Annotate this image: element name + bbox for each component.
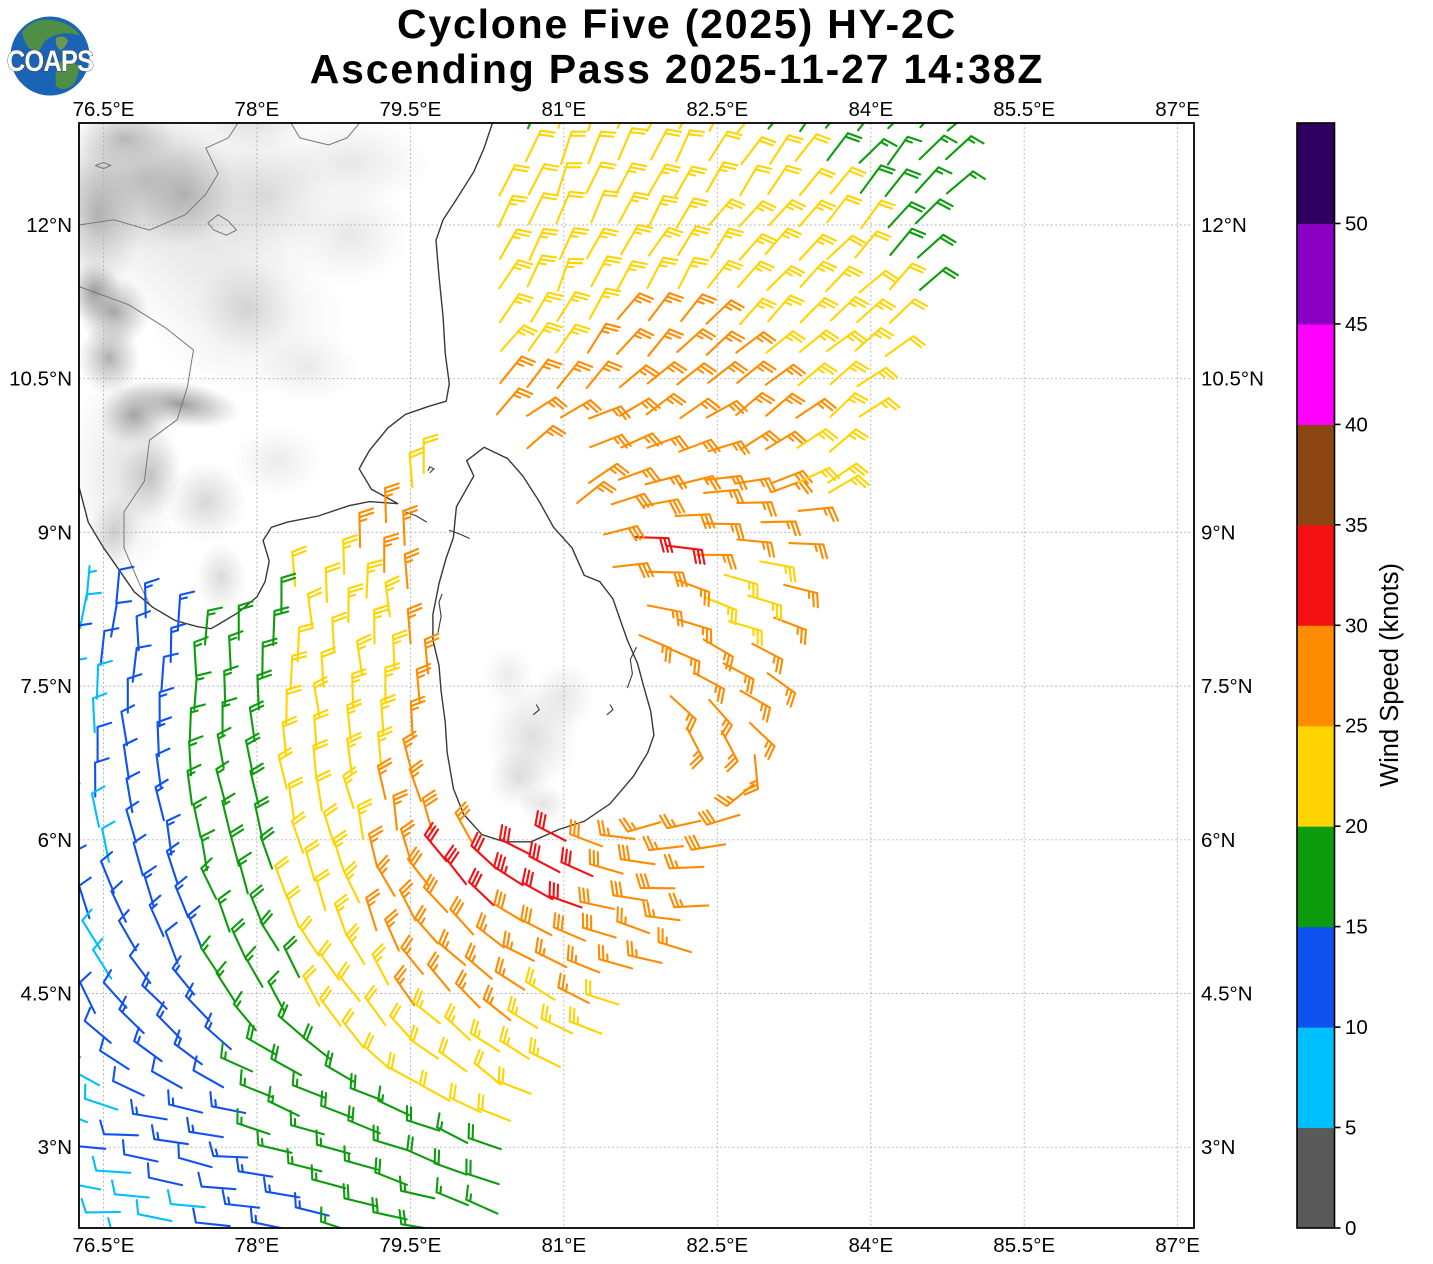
- svg-text:81°E: 81°E: [541, 1234, 586, 1257]
- svg-text:30: 30: [1345, 614, 1368, 637]
- svg-text:7.5°N: 7.5°N: [20, 675, 72, 698]
- svg-text:Cyclone Five (2025) HY-2C: Cyclone Five (2025) HY-2C: [397, 1, 957, 47]
- svg-text:0: 0: [1345, 1217, 1356, 1240]
- svg-text:4.5°N: 4.5°N: [20, 983, 72, 1006]
- svg-text:82.5°E: 82.5°E: [686, 98, 748, 121]
- svg-text:50: 50: [1345, 213, 1368, 236]
- svg-text:9°N: 9°N: [1201, 521, 1235, 544]
- svg-text:Wind Speed (knots): Wind Speed (knots): [1376, 563, 1404, 787]
- svg-text:10.5°N: 10.5°N: [9, 368, 72, 391]
- svg-text:12°N: 12°N: [26, 214, 72, 237]
- svg-text:25: 25: [1345, 715, 1368, 738]
- svg-text:79.5°E: 79.5°E: [380, 98, 442, 121]
- svg-text:78°E: 78°E: [235, 1234, 280, 1257]
- svg-text:12°N: 12°N: [1201, 214, 1247, 237]
- svg-text:15: 15: [1345, 916, 1368, 939]
- svg-text:78°E: 78°E: [235, 98, 280, 121]
- svg-text:7.5°N: 7.5°N: [1201, 675, 1253, 698]
- svg-text:9°N: 9°N: [38, 521, 72, 544]
- svg-text:40: 40: [1345, 413, 1368, 436]
- svg-text:87°E: 87°E: [1155, 1234, 1200, 1257]
- svg-text:45: 45: [1345, 313, 1368, 336]
- svg-text:85.5°E: 85.5°E: [993, 98, 1055, 121]
- svg-text:79.5°E: 79.5°E: [380, 1234, 442, 1257]
- svg-text:85.5°E: 85.5°E: [993, 1234, 1055, 1257]
- svg-text:76.5°E: 76.5°E: [73, 1234, 135, 1257]
- svg-text:84°E: 84°E: [848, 98, 893, 121]
- svg-text:Ascending Pass 2025-11-27 14:3: Ascending Pass 2025-11-27 14:38Z: [310, 46, 1044, 92]
- svg-text:20: 20: [1345, 815, 1368, 838]
- svg-text:5: 5: [1345, 1117, 1356, 1140]
- svg-text:82.5°E: 82.5°E: [686, 1234, 748, 1257]
- svg-text:4.5°N: 4.5°N: [1201, 983, 1253, 1006]
- svg-text:10.5°N: 10.5°N: [1201, 368, 1264, 391]
- svg-text:10: 10: [1345, 1016, 1368, 1039]
- svg-text:84°E: 84°E: [848, 1234, 893, 1257]
- svg-text:35: 35: [1345, 514, 1368, 537]
- svg-text:6°N: 6°N: [38, 829, 72, 852]
- svg-text:COAPS: COAPS: [7, 44, 94, 77]
- svg-text:87°E: 87°E: [1155, 98, 1200, 121]
- svg-text:76.5°E: 76.5°E: [73, 98, 135, 121]
- svg-text:81°E: 81°E: [541, 98, 586, 121]
- svg-text:3°N: 3°N: [38, 1136, 72, 1159]
- svg-text:6°N: 6°N: [1201, 829, 1235, 852]
- svg-text:3°N: 3°N: [1201, 1136, 1235, 1159]
